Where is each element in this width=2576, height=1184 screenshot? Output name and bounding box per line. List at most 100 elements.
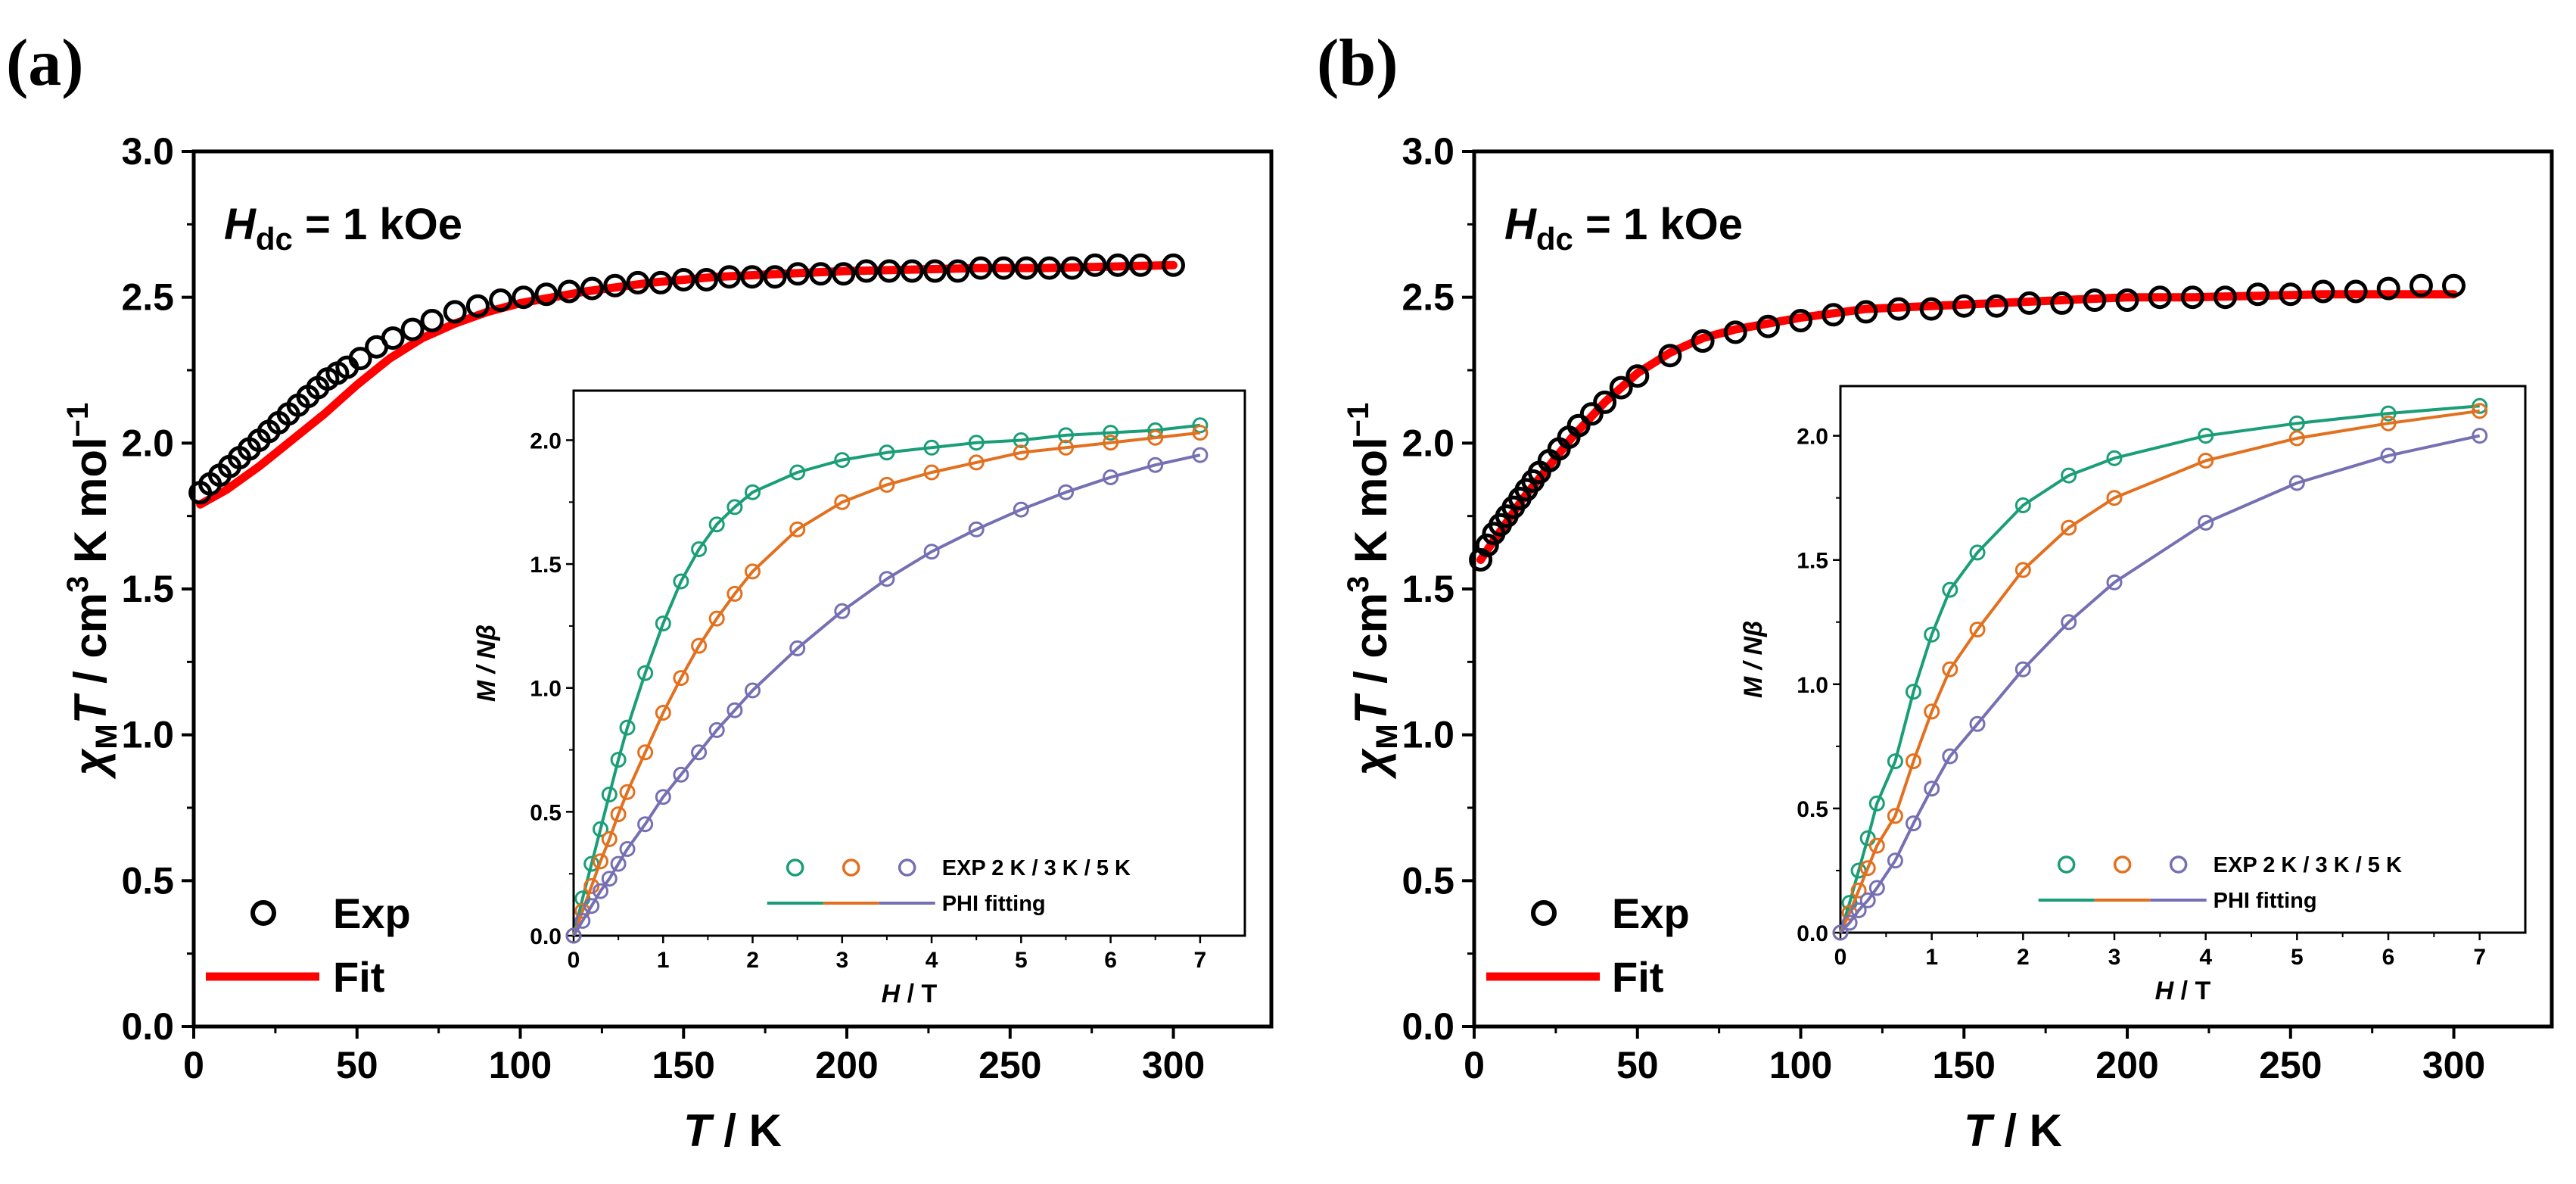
inset-point-2K [2288, 415, 2305, 432]
y-tick-label: 0.0 [1402, 1005, 1454, 1048]
field-sub: dc [256, 221, 293, 257]
exp-point [1106, 253, 1130, 277]
y-axis-unit2: K mol [1346, 437, 1396, 575]
inset-point-2K [619, 719, 636, 736]
inset-point-5K [1192, 447, 1209, 463]
y-tick-label: 3.0 [1402, 130, 1454, 173]
inset-point-5K [619, 841, 636, 857]
inset-point-5K [574, 912, 591, 929]
inset-y-axis-title: M / Nβ [1739, 621, 1768, 698]
y-axis-chi: χ [1346, 747, 1396, 780]
inset-point-2K [610, 752, 627, 768]
inset-x-axis-title: H / T [882, 980, 938, 1008]
exp-point [1919, 297, 1943, 321]
x-tick-label: 50 [1616, 1044, 1659, 1086]
inset-x-tick-label: 3 [835, 948, 848, 973]
exp-point [786, 262, 810, 286]
inset-point-2K [1013, 432, 1029, 448]
exp-point [1475, 533, 1499, 557]
y-axis-title: χMT / cm3 K mol−1 [61, 403, 123, 781]
exp-point [649, 270, 673, 294]
inset-x-tick-label: 2 [2017, 945, 2030, 970]
x-tick-label: 100 [489, 1044, 552, 1086]
y-axis-unit: / cm [65, 593, 116, 696]
exp-point [603, 273, 627, 298]
inset-legend-marker [2057, 855, 2076, 874]
inset-chart: 0 1 2 3 4 5 6 7 0.0 0.5 1.0 1.5 2.0 H / T M / Nβ EXP 2 … [472, 389, 1246, 1008]
x-tick-label: 250 [978, 1044, 1041, 1086]
exp-point [2409, 273, 2433, 298]
inset-point-3K [726, 585, 743, 602]
inset-point-3K [1969, 622, 1986, 638]
inset-point-3K [673, 670, 689, 687]
y-tick-label: 0.5 [1402, 859, 1454, 902]
exp-point [671, 268, 695, 291]
inset-y-tick-label: 0.0 [1797, 921, 1828, 946]
exp-point [489, 288, 513, 312]
inset-point-2K [1868, 795, 1885, 812]
inset-legend-marker [2113, 855, 2132, 874]
inset-point-3K [655, 705, 671, 721]
inset-point-2K [655, 615, 671, 632]
inset-y-rest: / N [1739, 636, 1768, 677]
inset-point-3K [619, 784, 636, 800]
inset-point-5K [2288, 475, 2305, 491]
inset-y-tick-label: 1.5 [1797, 549, 1828, 574]
x-tick-label: 200 [815, 1044, 878, 1086]
exp-point [1691, 329, 1715, 353]
exp-point [832, 262, 856, 286]
legend-exp-marker [1531, 900, 1557, 926]
exp-point [1658, 344, 1682, 368]
inset-point-3K [2106, 490, 2123, 506]
panel-a: (a)0 50 100 150 200 250 3000.00.51.01.52.02.53… [6, 26, 1274, 1156]
y-axis-sup2: −1 [1342, 403, 1375, 438]
inset-y-tick-label: 0.0 [530, 924, 562, 949]
x-tick-label: 0 [1464, 1044, 1485, 1086]
inset-point-3K [834, 494, 851, 510]
exp-point [381, 326, 405, 351]
inset-point-3K [968, 454, 985, 471]
inset-point-5K [610, 855, 627, 872]
y-tick-label: 2.5 [1402, 276, 1454, 319]
inset-x-tick-label: 0 [1834, 945, 1847, 970]
x-axis-unit: / K [1992, 1105, 2062, 1156]
inset-y-rest: / N [472, 640, 501, 681]
exp-point [2083, 288, 2107, 312]
inset-point-2K [593, 821, 608, 837]
inset-point-3K [1887, 808, 1903, 824]
y-tick-label: 2.0 [121, 422, 174, 464]
exp-point [557, 279, 581, 304]
inset-y-var2: β [1739, 621, 1768, 637]
inset-y-tick-label: 0.5 [1797, 797, 1828, 822]
legend-fit-label: Fit [333, 953, 384, 1001]
inset-x-tick-label: 6 [2382, 945, 2395, 970]
legend-exp-marker [250, 900, 276, 926]
inset-point-5K [1942, 748, 1958, 765]
inset-point-2K [1887, 753, 1903, 770]
x-axis-var: T [1964, 1105, 1995, 1156]
exp-point [512, 285, 536, 310]
exp-point [1984, 294, 2008, 318]
exp-point [2279, 282, 2303, 307]
inset-legend-marker [786, 858, 804, 877]
inset-point-3K [691, 637, 708, 654]
exp-point [1038, 256, 1062, 280]
inset-point-3K [583, 878, 600, 894]
exp-point [1854, 300, 1878, 324]
inset-point-3K [1147, 429, 1164, 446]
y-axis-sup2: −1 [61, 403, 95, 438]
inset-frame [1839, 385, 2527, 934]
inset-point-5K [2198, 515, 2214, 531]
inset-point-2K [2014, 497, 2031, 513]
y-tick-label: 1.0 [121, 714, 174, 756]
exp-point [348, 347, 372, 371]
inset-y-tick-label: 2.0 [530, 428, 562, 453]
exp-point [580, 276, 604, 301]
inset-point-3K [923, 464, 940, 481]
exp-point [1162, 253, 1185, 277]
inset-point-5K [708, 721, 725, 738]
inset-point-2K [708, 516, 725, 533]
inset-y-tick-label: 0.5 [530, 800, 562, 825]
exp-point [420, 309, 444, 332]
exp-point [1756, 314, 1780, 338]
